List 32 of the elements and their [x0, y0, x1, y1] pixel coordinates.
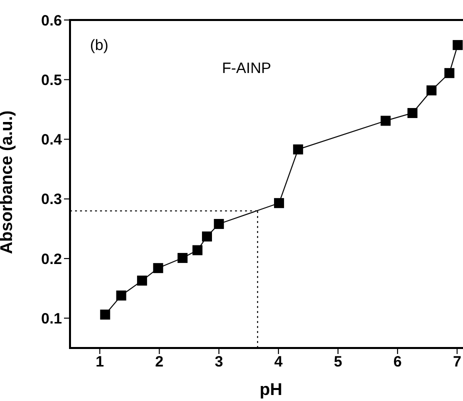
x-tick-label: 7 [452, 354, 462, 371]
point [293, 144, 304, 154]
point [380, 116, 391, 126]
annotation: (b) [90, 37, 108, 54]
x-axis-title: pH [260, 380, 282, 399]
point [192, 245, 202, 256]
x-tick-label: 5 [334, 354, 342, 371]
point [444, 68, 454, 78]
annotation: F-AINP [222, 60, 272, 77]
point [116, 290, 126, 301]
point [407, 108, 418, 118]
point [202, 231, 212, 242]
point [452, 40, 463, 50]
y-tick-label: 0.6 [41, 12, 62, 30]
point [137, 276, 148, 286]
point [153, 263, 164, 274]
point [274, 198, 284, 208]
y-tick-label: 0.1 [41, 310, 62, 328]
x-tick-label: 2 [155, 354, 164, 371]
x-tick-label: 6 [393, 354, 402, 371]
x-tick-label: 1 [96, 354, 104, 371]
y-tick-label: 0.5 [41, 72, 62, 89]
x-tick-label: 4 [274, 354, 284, 371]
point [426, 85, 436, 96]
x-tick-label: 3 [214, 354, 224, 371]
y-tick-label: 0.4 [41, 132, 63, 149]
y-axis-title: Absorbance (a.u.) [0, 110, 16, 254]
point [178, 252, 188, 263]
point [100, 310, 110, 320]
point [214, 218, 224, 229]
y-tick-label: 0.3 [41, 191, 62, 208]
y-tick-label: 0.2 [41, 250, 62, 268]
